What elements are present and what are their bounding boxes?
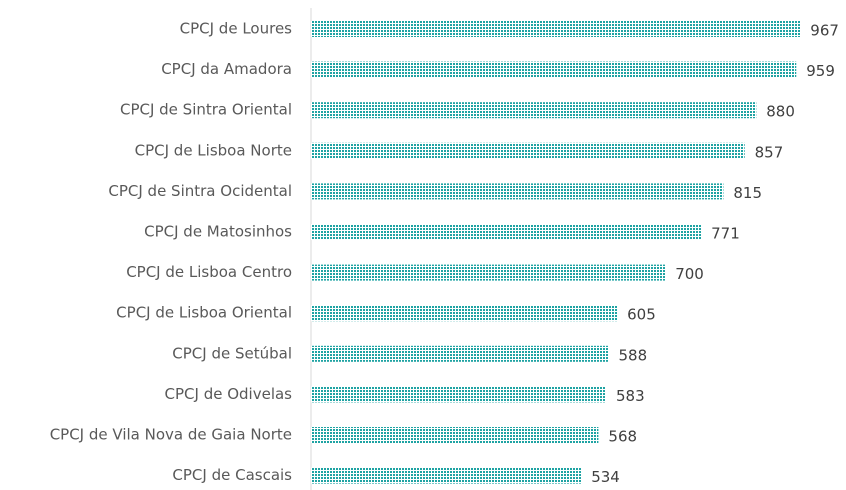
category-label: CPCJ de Setúbal (172, 344, 292, 362)
value-label: 583 (616, 387, 645, 405)
bar (311, 183, 724, 200)
bar (311, 21, 801, 37)
bar (311, 264, 666, 281)
category-label: CPCJ de Sintra Ocidental (108, 182, 292, 200)
bar (311, 345, 609, 362)
category-label: CPCJ de Sintra Oriental (120, 101, 292, 119)
bar (311, 224, 702, 240)
value-label: 771 (711, 225, 740, 243)
value-label: 534 (591, 468, 620, 486)
category-label: CPCJ de Lisboa Centro (126, 263, 292, 281)
category-label: CPCJ de Odivelas (165, 385, 293, 403)
value-label: 959 (806, 62, 835, 80)
value-label: 967 (810, 22, 839, 40)
bar (311, 102, 757, 119)
bar (311, 305, 618, 322)
value-label: 605 (627, 306, 656, 324)
bar (311, 142, 745, 159)
category-label: CPCJ de Lisboa Norte (135, 141, 292, 159)
bar (311, 61, 797, 78)
category-label: CPCJ de Lisboa Oriental (116, 304, 292, 322)
bar (311, 467, 582, 484)
value-label: 700 (675, 265, 704, 283)
value-label: 815 (733, 184, 762, 202)
category-label: CPCJ de Vila Nova de Gaia Norte (50, 426, 292, 444)
bar (311, 386, 606, 403)
value-label: 568 (608, 428, 637, 446)
value-label: 588 (619, 346, 648, 364)
category-label: CPCJ da Amadora (161, 60, 292, 78)
value-label: 880 (766, 103, 795, 121)
bar (311, 427, 599, 443)
category-label: CPCJ de Matosinhos (144, 223, 292, 241)
category-label: CPCJ de Cascais (172, 466, 292, 484)
category-label: CPCJ de Loures (180, 20, 293, 38)
value-label: 857 (755, 143, 784, 161)
